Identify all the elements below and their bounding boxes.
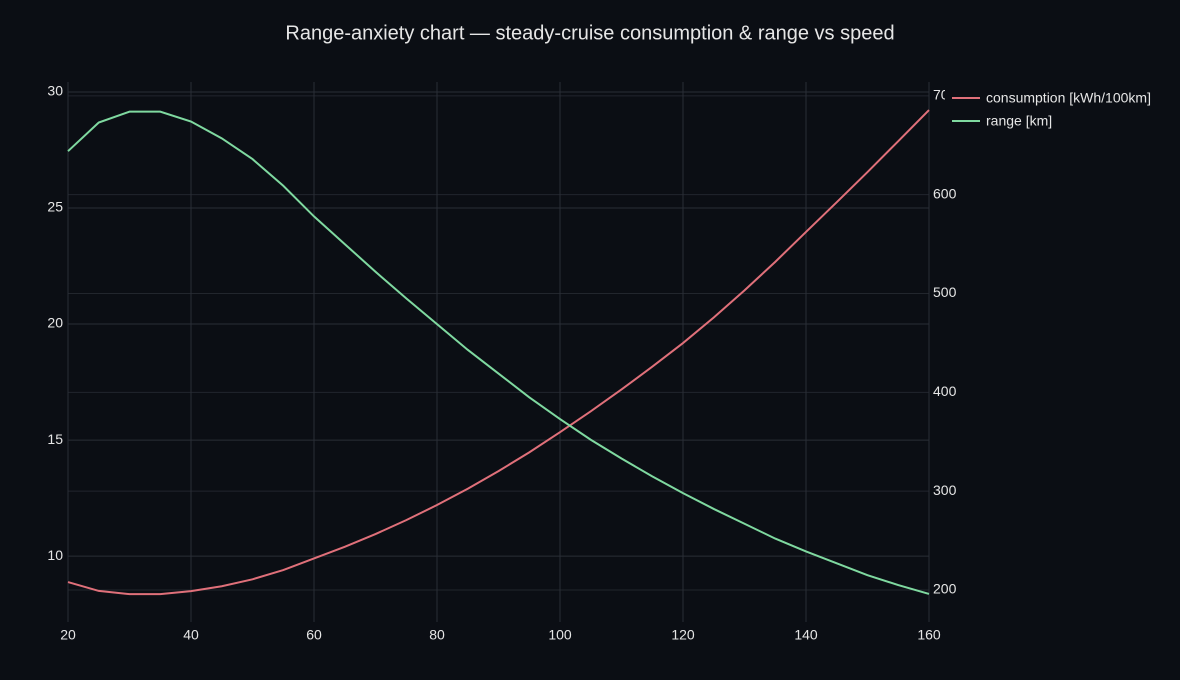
- y-tick-label: 10: [47, 547, 63, 563]
- chart-title: Range-anxiety chart — steady-cruise cons…: [285, 22, 894, 44]
- y2-tick-label: 200: [933, 581, 957, 597]
- y2-tick-label: 600: [933, 185, 957, 201]
- y2-tick-label: 400: [933, 383, 957, 399]
- series-line: [67, 109, 930, 596]
- x-tick-label: 120: [671, 627, 695, 643]
- x-tick-label: 140: [794, 627, 818, 643]
- y-tick-label: 25: [47, 199, 63, 215]
- y2-tick-label: 500: [933, 284, 957, 300]
- y2-tick-label: 300: [933, 482, 957, 498]
- x-tick-label: 100: [548, 627, 572, 643]
- y-tick-label: 15: [47, 431, 63, 447]
- x-tick-label: 60: [306, 627, 322, 643]
- series-line: [67, 110, 930, 595]
- x-tick-label: 160: [917, 627, 941, 643]
- legend-label: range [km]: [986, 113, 1052, 129]
- legend-label: consumption [kWh/100km]: [986, 90, 1151, 106]
- x-tick-label: 40: [183, 627, 199, 643]
- legend-background: [945, 86, 1180, 136]
- y-tick-label: 20: [47, 315, 63, 331]
- x-tick-label: 80: [429, 627, 445, 643]
- legend: consumption [kWh/100km] range [km]: [945, 86, 1180, 136]
- x-tick-label: 20: [60, 627, 76, 643]
- y-tick-label: 30: [47, 83, 63, 99]
